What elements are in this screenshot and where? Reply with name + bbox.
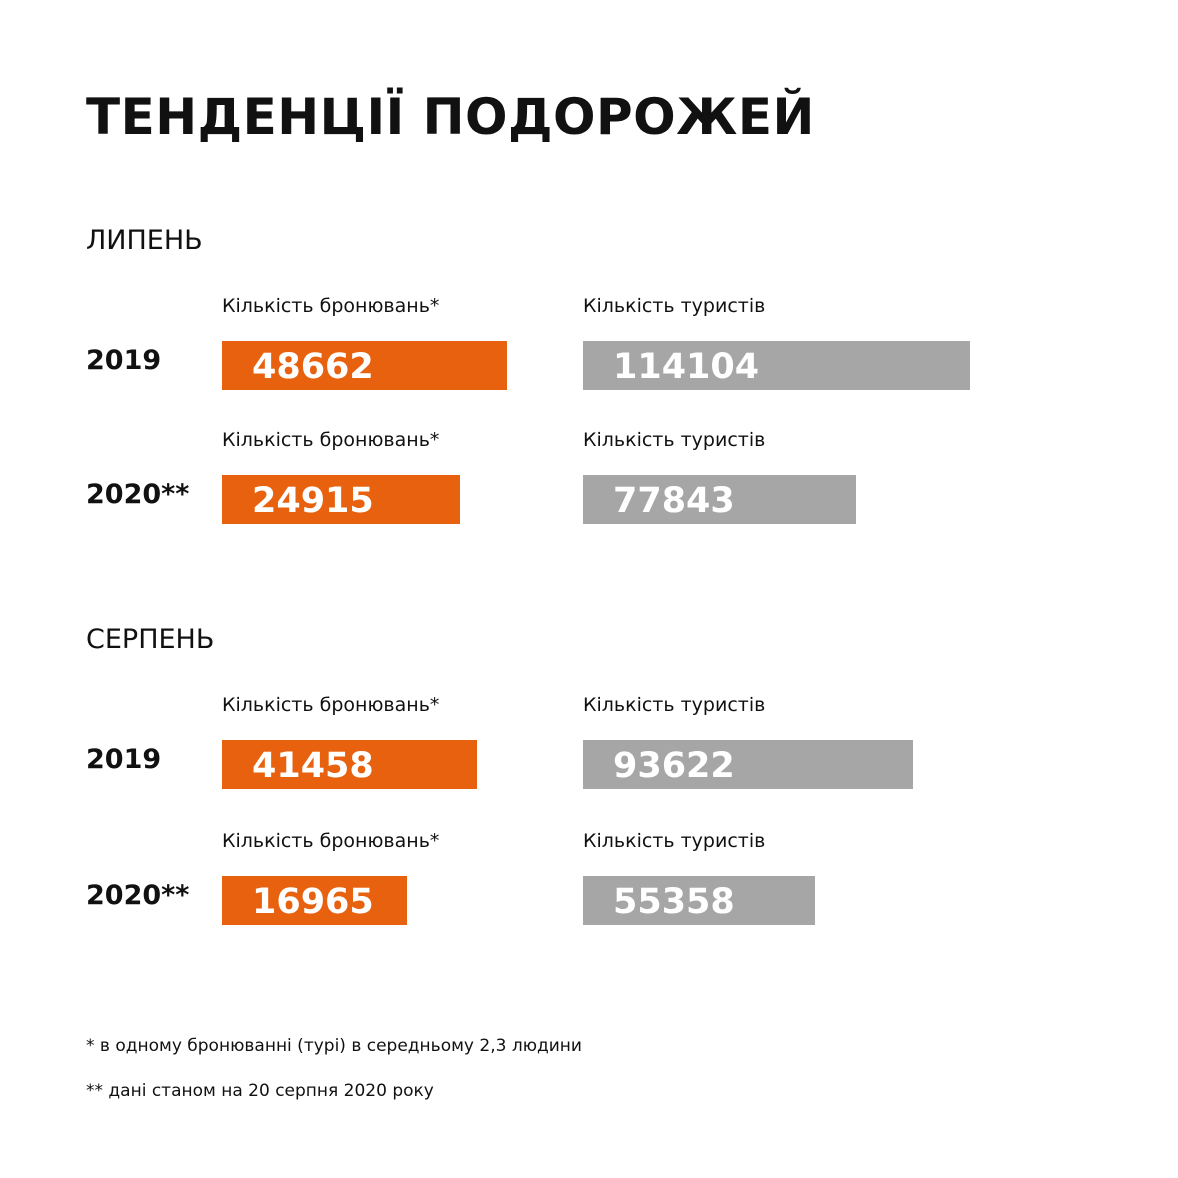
bookings-bar: 16965 bbox=[222, 876, 407, 925]
month-heading: ЛИПЕНЬ bbox=[86, 225, 203, 256]
tourists-bar: 114104 bbox=[583, 341, 970, 390]
bookings-label: Кількість бронювань* bbox=[222, 429, 440, 451]
tourists-bar: 77843 bbox=[583, 475, 856, 524]
footnote: * в одному бронюванні (турі) в середньом… bbox=[86, 1036, 582, 1056]
tourists-label: Кількість туристів bbox=[583, 429, 766, 451]
tourists-bar: 93622 bbox=[583, 740, 913, 789]
year-label: 2019 bbox=[86, 744, 162, 775]
year-label: 2020** bbox=[86, 880, 190, 911]
tourists-bar: 55358 bbox=[583, 876, 815, 925]
tourists-label: Кількість туристів bbox=[583, 694, 766, 716]
title: ТЕНДЕНЦІЇ ПОДОРОЖЕЙ bbox=[86, 88, 815, 146]
bookings-bar: 41458 bbox=[222, 740, 477, 789]
month-heading: СЕРПЕНЬ bbox=[86, 624, 215, 655]
year-label: 2019 bbox=[86, 345, 162, 376]
bookings-label: Кількість бронювань* bbox=[222, 830, 440, 852]
bookings-bar: 48662 bbox=[222, 341, 507, 390]
bookings-bar: 24915 bbox=[222, 475, 460, 524]
year-label: 2020** bbox=[86, 479, 190, 510]
tourists-label: Кількість туристів bbox=[583, 830, 766, 852]
footnote: ** дані станом на 20 серпня 2020 року bbox=[86, 1081, 434, 1101]
bookings-label: Кількість бронювань* bbox=[222, 694, 440, 716]
tourists-label: Кількість туристів bbox=[583, 295, 766, 317]
bookings-label: Кількість бронювань* bbox=[222, 295, 440, 317]
